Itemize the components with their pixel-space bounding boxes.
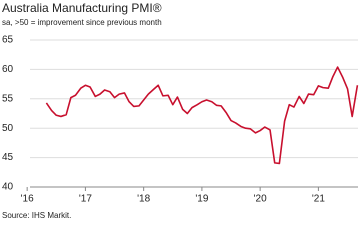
y-tick-label: 55: [2, 93, 14, 104]
y-tick-label: 60: [2, 64, 14, 75]
y-tick-label: 45: [2, 152, 14, 163]
x-tick-label: '19: [195, 194, 208, 205]
chart: Australia Manufacturing PMI® sa, >50 = i…: [2, 1, 359, 220]
x-tick-label: '18: [137, 194, 150, 205]
x-tick-label: '21: [312, 194, 325, 205]
series-line: [45, 66, 359, 165]
x-tick-label: '16: [21, 194, 34, 205]
source-note: Source: IHS Markit.: [2, 211, 71, 220]
chart-title: Australia Manufacturing PMI®: [2, 1, 162, 15]
chart-subtitle: sa, >50 = improvement since previous mon…: [2, 18, 162, 27]
y-tick-label: 65: [2, 35, 14, 46]
y-tick-label: 50: [2, 123, 14, 134]
y-tick-label: 40: [2, 182, 14, 193]
x-tick-label: '20: [254, 194, 267, 205]
x-tick-label: '17: [79, 194, 92, 205]
